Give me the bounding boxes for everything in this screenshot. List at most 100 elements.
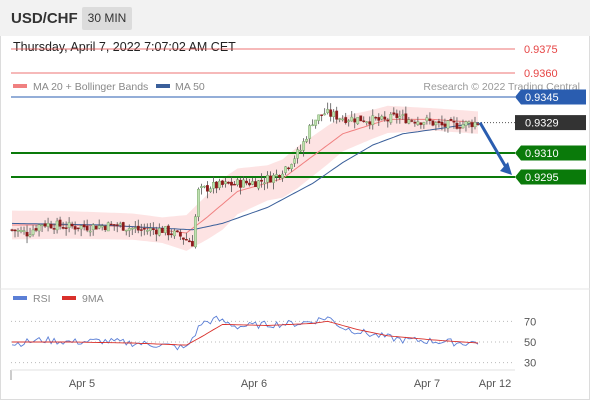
bullish-candle — [467, 121, 471, 124]
bullish-candle — [196, 188, 200, 217]
bearish-candle — [109, 223, 113, 226]
bullish-candle — [464, 121, 468, 126]
bearish-candle — [377, 117, 381, 121]
bearish-candle — [443, 123, 447, 127]
bullish-candle — [302, 141, 306, 151]
bullish-candle — [317, 114, 321, 121]
bullish-candle — [434, 122, 438, 126]
bearish-candle — [410, 120, 414, 122]
bearish-candle — [13, 229, 17, 232]
bullish-candle — [88, 230, 92, 233]
bullish-candle — [127, 228, 131, 231]
bearish-candle — [374, 116, 378, 119]
bullish-candle — [242, 179, 245, 188]
bearish-candle — [404, 113, 408, 124]
bearish-candle — [476, 123, 480, 125]
bullish-candle — [251, 181, 254, 185]
bearish-candle — [452, 121, 456, 123]
bearish-candle — [392, 112, 396, 115]
bearish-candle — [121, 222, 125, 231]
bearish-candle — [449, 118, 453, 121]
ma50-line — [11, 122, 479, 231]
bullish-candle — [425, 117, 429, 122]
timeframe-button[interactable]: 30 MIN — [82, 7, 132, 30]
symbol-title: USD/CHF — [11, 10, 78, 27]
bullish-candle — [124, 229, 128, 232]
bearish-candle — [25, 231, 29, 237]
bearish-candle — [61, 227, 65, 229]
bearish-candle — [248, 182, 251, 186]
rsi-tick-label: 50 — [524, 337, 536, 349]
bearish-candle — [76, 227, 80, 230]
bullish-candle — [37, 224, 41, 232]
bullish-candle — [473, 122, 477, 128]
bearish-candle — [395, 113, 399, 118]
bullish-candle — [446, 120, 450, 129]
bearish-candle — [455, 122, 459, 129]
bearish-candle — [353, 118, 357, 123]
bearish-candle — [320, 114, 324, 116]
bullish-candle — [100, 225, 104, 228]
bullish-candle — [293, 158, 297, 164]
bearish-candle — [175, 230, 179, 232]
bullish-candle — [284, 166, 287, 173]
bearish-candle — [154, 229, 158, 235]
bollinger-band — [12, 105, 478, 251]
bullish-candle — [407, 119, 411, 124]
bearish-candle — [440, 121, 444, 126]
bearish-candle — [431, 120, 435, 126]
bullish-candle — [224, 181, 227, 185]
bullish-candle — [380, 116, 384, 120]
chart-datetime: Thursday, April 7, 2022 7:07:02 AM CET — [13, 40, 236, 54]
bullish-candle — [31, 229, 35, 235]
bearish-candle — [169, 233, 173, 236]
bearish-candle — [269, 175, 272, 183]
bullish-candle — [389, 114, 393, 123]
support-level-tag — [515, 169, 586, 185]
bullish-candle — [46, 223, 50, 227]
bullish-candle — [311, 124, 315, 127]
bearish-candle — [142, 228, 146, 230]
bearish-candle — [383, 116, 387, 120]
bullish-candle — [332, 111, 336, 117]
bearish-candle — [184, 239, 188, 241]
ma50-legend-swatch — [156, 84, 170, 88]
bearish-candle — [160, 227, 164, 233]
rsi-ma-line — [12, 320, 479, 346]
bullish-candle — [97, 225, 101, 229]
projection-arrow-shaft — [478, 121, 509, 170]
resistance-level-label: 0.9375 — [524, 44, 558, 56]
bullish-candle — [79, 225, 83, 230]
header-bar: USD/CHF 30 MIN — [0, 0, 590, 36]
bullish-candle — [67, 222, 71, 228]
last-price-tag — [515, 115, 586, 131]
bearish-candle — [254, 181, 257, 188]
bearish-candle — [428, 118, 432, 121]
bullish-candle — [398, 116, 402, 119]
pivot-level-label: 0.9345 — [525, 92, 559, 104]
bearish-candle — [58, 219, 62, 227]
bullish-candle — [365, 121, 369, 123]
bearish-candle — [239, 179, 242, 188]
bullish-candle — [305, 138, 309, 142]
bullish-candle — [296, 149, 300, 159]
bearish-candle — [437, 121, 441, 123]
projection-arrow-head — [500, 162, 512, 175]
bearish-candle — [70, 223, 74, 227]
pivot-level-tag — [515, 89, 586, 105]
bullish-candle — [263, 182, 266, 185]
bearish-candle — [227, 181, 230, 184]
bearish-candle — [34, 228, 38, 231]
bullish-candle — [257, 180, 260, 189]
bullish-candle — [461, 124, 465, 129]
bullish-candle — [416, 121, 420, 125]
bullish-candle — [356, 117, 360, 124]
bearish-candle — [278, 175, 281, 178]
bearish-candle — [470, 122, 474, 128]
rsi-line — [11, 315, 479, 351]
ma20-legend-label: MA 20 + Bollinger Bands — [33, 81, 148, 93]
ma50-legend-label: MA 50 — [175, 81, 205, 93]
bearish-candle — [359, 115, 363, 122]
bearish-candle — [368, 121, 372, 125]
